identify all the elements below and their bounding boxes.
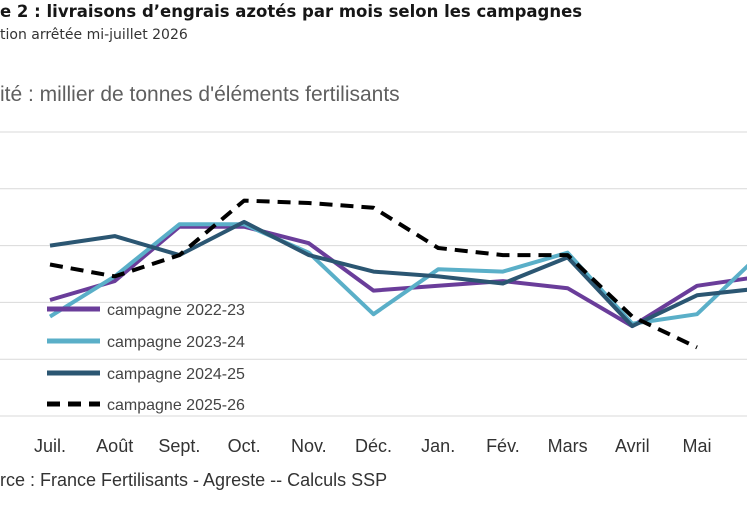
series-lines: [48, 198, 747, 350]
x-tick-label: Déc.: [355, 436, 392, 456]
x-tick-label: Fév.: [486, 436, 520, 456]
x-tick-label: Août: [96, 436, 133, 456]
series-line-4: [49, 198, 698, 350]
x-tick-label: Nov.: [291, 436, 327, 456]
x-tick-label: Mai: [682, 436, 711, 456]
x-tick-label: Jan.: [421, 436, 455, 456]
legend-label-3: campagne 2024-25: [107, 366, 245, 383]
legend: campagne 2022-23 campagne 2023-24 campagne…: [47, 302, 245, 414]
unit-label: ité : millier de tonnes d'éléments ferti…: [0, 83, 400, 106]
x-tick-label: Juil.: [34, 436, 66, 456]
figure-title: e 2 : livraisons d’engrais azotés par mo…: [0, 2, 583, 21]
x-tick-label: Avril: [615, 436, 650, 456]
x-tick-label: Oct.: [228, 436, 261, 456]
gridlines: [0, 131, 747, 417]
legend-label-2: campagne 2023-24: [107, 334, 245, 351]
x-tick-label: Mars: [548, 436, 588, 456]
x-axis-tick-labels: Juil. Août Sept. Oct. Nov. Déc. Jan. Fév. Mars Av…: [34, 436, 712, 456]
legend-label-1: campagne 2022-23: [107, 302, 245, 319]
figure-subtitle: tion arrêtée mi-juillet 2026: [0, 27, 188, 43]
x-tick-label: Sept.: [158, 436, 200, 456]
legend-label-4: campagne 2025-26: [107, 397, 245, 414]
source-note: rce : France Fertilisants - Agreste -- C…: [0, 470, 388, 490]
